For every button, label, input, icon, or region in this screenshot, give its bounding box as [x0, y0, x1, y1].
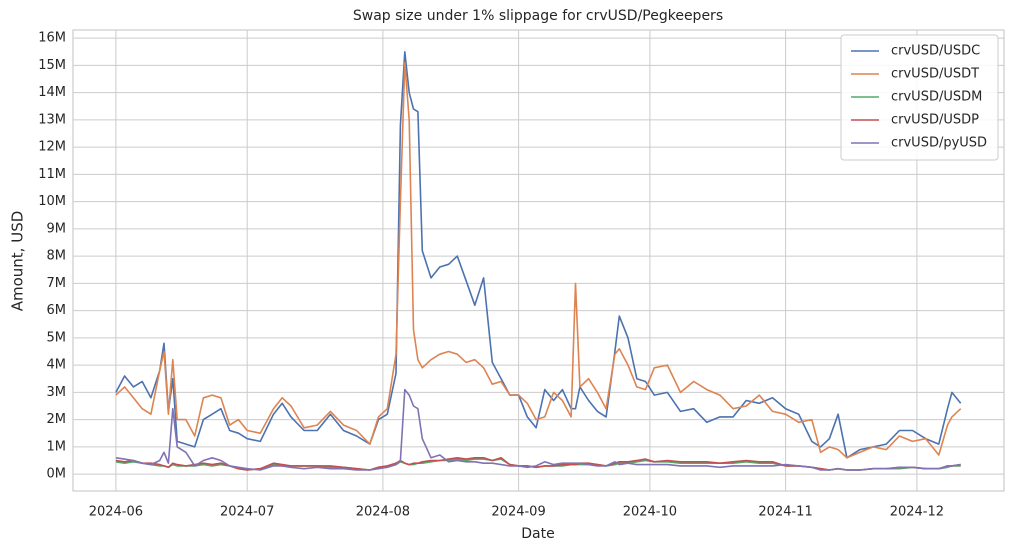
y-tick-label: 0M — [47, 467, 67, 482]
y-tick-label: 11M — [38, 167, 66, 182]
y-tick-label: 3M — [47, 385, 67, 400]
x-tick-label: 2024-10 — [623, 505, 677, 520]
y-tick-label: 8M — [47, 249, 67, 264]
y-tick-label: 6M — [47, 303, 67, 318]
legend-box — [840, 34, 999, 161]
y-tick-label: 1M — [47, 439, 67, 454]
y-tick-label: 13M — [38, 112, 66, 127]
legend-label: crvUSD/USDT — [891, 67, 979, 82]
x-tick-label: 2024-07 — [220, 505, 274, 520]
x-axis-label: Date — [521, 526, 554, 542]
y-tick-label: 4M — [47, 358, 67, 373]
y-tick-label: 7M — [47, 276, 67, 291]
y-tick-label: 10M — [38, 194, 66, 209]
chart-title: Swap size under 1% slippage for crvUSD/P… — [353, 8, 723, 24]
x-tick-label: 2024-11 — [758, 505, 812, 520]
y-tick-label: 15M — [38, 58, 66, 73]
y-tick-label: 16M — [38, 31, 66, 46]
y-axis-label: Amount, USD — [9, 211, 27, 312]
y-tick-label: 9M — [47, 221, 67, 236]
y-tick-label: 5M — [47, 330, 67, 345]
y-tick-label: 2M — [47, 412, 67, 427]
x-tick-label: 2024-09 — [491, 505, 545, 520]
legend-label: crvUSD/USDC — [891, 44, 980, 59]
legend-label: crvUSD/USDM — [891, 90, 982, 105]
legend-label: crvUSD/pyUSD — [891, 136, 987, 151]
series-line — [115, 388, 961, 471]
x-tick-label: 2024-08 — [356, 505, 410, 520]
y-tick-label: 14M — [38, 85, 66, 100]
plot-frame — [72, 29, 1005, 492]
x-tick-label: 2024-06 — [89, 505, 143, 520]
x-tick-label: 2024-12 — [890, 505, 944, 520]
y-tick-label: 12M — [38, 140, 66, 155]
series-line — [115, 51, 962, 459]
series-line — [115, 61, 962, 459]
legend-label: crvUSD/USDP — [891, 113, 979, 128]
